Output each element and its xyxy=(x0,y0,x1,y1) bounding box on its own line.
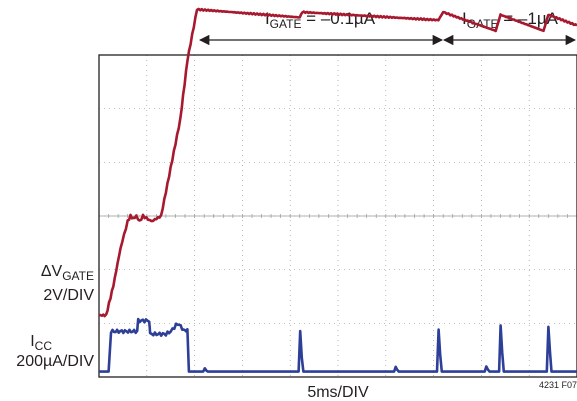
vgate-channel-label: ΔVGATE xyxy=(41,263,94,283)
scope-grid xyxy=(98,55,577,377)
icc-scale-label: 200µA/DIV xyxy=(16,353,94,370)
vgate-trace xyxy=(98,7,577,318)
vgate-scale-label: 2V/DIV xyxy=(43,287,94,304)
icc-channel-label: ICC xyxy=(30,333,52,353)
x-axis-label: 5ms/DIV xyxy=(307,384,369,401)
figure-id: 4231 F07 xyxy=(539,380,577,390)
icc-trace xyxy=(99,317,577,373)
scope-frame xyxy=(98,54,577,378)
